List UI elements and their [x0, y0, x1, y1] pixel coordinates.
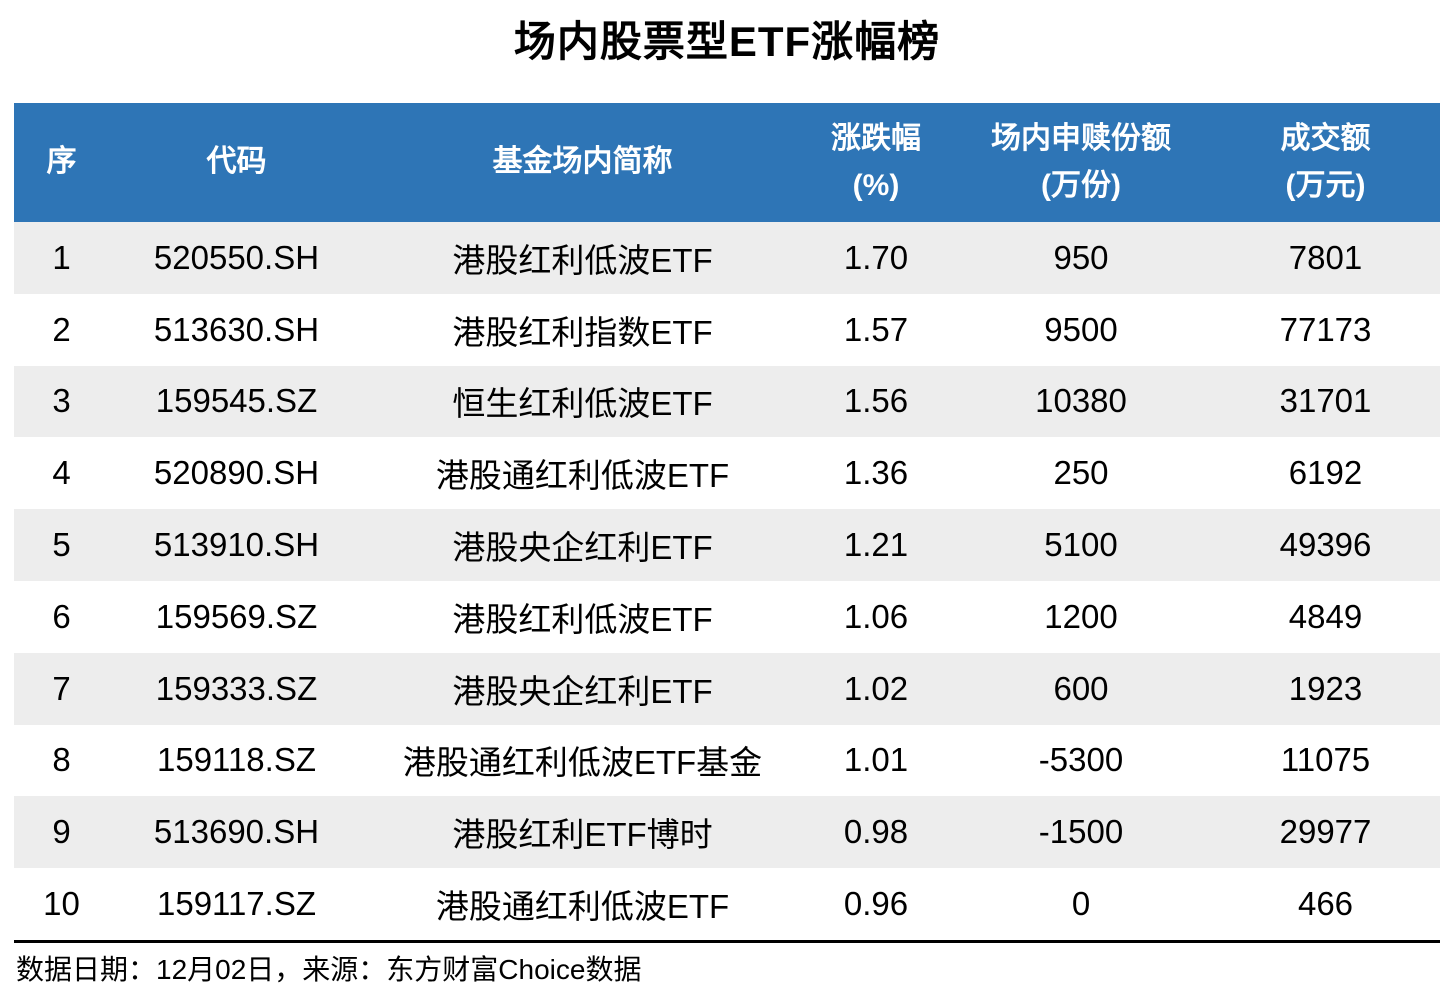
cell-fund-name: 港股红利ETF博时: [452, 816, 713, 854]
cell-fund-name: 港股红利低波ETF: [452, 600, 713, 638]
cell-turnover: 1923: [1288, 669, 1363, 707]
header-label: 场内申赎份额: [991, 122, 1171, 155]
header-label: 涨跌幅: [831, 122, 921, 155]
cell-subscription-shares: -1500: [1038, 813, 1124, 851]
header-change-pct: 涨跌幅 (%): [801, 103, 951, 222]
cell-code: 159118.SZ: [156, 741, 316, 779]
cell-change-pct: 1.70: [843, 238, 909, 276]
table-header-row: 序 代码 基金场内简称 涨跌幅 (%) 场内申赎份额 (万份) 成交额 (万元): [14, 103, 1440, 222]
header-label: 代码: [206, 145, 267, 179]
header-turnover: 成交额 (万元): [1211, 103, 1440, 222]
table-row: 3 159545.SZ 恒生红利低波ETF 1.56 10380 31701: [14, 365, 1440, 438]
table-row: 2 513630.SH 港股红利指数ETF 1.57 9500 77173: [14, 293, 1440, 366]
header-rank: 序: [14, 103, 109, 222]
cell-fund-name: 港股红利指数ETF: [452, 313, 713, 351]
cell-rank: 6: [52, 597, 71, 635]
table-row: 10 159117.SZ 港股通红利低波ETF 0.96 0 466: [14, 868, 1440, 940]
cell-turnover: 31701: [1279, 382, 1372, 420]
header-fund-name: 基金场内简称: [364, 103, 801, 222]
header-sublabel: (万份): [1041, 168, 1121, 202]
cell-code: 159333.SZ: [155, 669, 318, 707]
cell-turnover: 7801: [1288, 238, 1363, 276]
cell-change-pct: 1.57: [843, 310, 909, 348]
cell-subscription-shares: 9500: [1044, 310, 1118, 348]
cell-change-pct: 1.56: [843, 382, 909, 420]
table-row: 6 159569.SZ 港股红利低波ETF 1.06 1200 4849: [14, 580, 1440, 653]
cell-change-pct: 0.96: [843, 885, 909, 923]
cell-turnover: 11075: [1280, 741, 1371, 779]
header-code: 代码: [109, 103, 364, 222]
cell-subscription-shares: 0: [1071, 885, 1091, 923]
etf-ranking-table: 序 代码 基金场内简称 涨跌幅 (%) 场内申赎份额 (万份) 成交额 (万元) 1 …: [14, 103, 1440, 940]
cell-code: 159117.SZ: [156, 885, 316, 923]
cell-turnover: 4849: [1288, 597, 1363, 635]
table-row: 8 159118.SZ 港股通红利低波ETF基金 1.01 -5300 1107…: [14, 724, 1440, 797]
cell-turnover: 77173: [1279, 310, 1372, 348]
table-row: 1 520550.SH 港股红利低波ETF 1.70 950 7801: [14, 222, 1440, 294]
cell-turnover: 6192: [1288, 454, 1363, 492]
table-row: 7 159333.SZ 港股央企红利ETF 1.02 600 1923: [14, 652, 1440, 725]
cell-rank: 7: [52, 669, 71, 707]
cell-change-pct: 1.36: [843, 454, 909, 492]
cell-code: 159569.SZ: [155, 597, 318, 635]
header-subscription-shares: 场内申赎份额 (万份): [951, 103, 1211, 222]
cell-fund-name: 恒生红利低波ETF: [452, 385, 713, 423]
cell-rank: 5: [52, 526, 71, 564]
cell-change-pct: 1.01: [843, 741, 909, 779]
cell-rank: 8: [52, 741, 71, 779]
cell-rank: 9: [52, 813, 71, 851]
cell-code: 159545.SZ: [155, 382, 318, 420]
table-row: 5 513910.SH 港股央企红利ETF 1.21 5100 49396: [14, 509, 1440, 581]
cell-fund-name: 港股红利低波ETF: [452, 241, 713, 279]
table-row: 9 513690.SH 港股红利ETF博时 0.98 -1500 29977: [14, 796, 1440, 869]
cell-turnover: 49396: [1279, 526, 1372, 564]
header-label: 基金场内简称: [492, 145, 673, 179]
cell-subscription-shares: 250: [1053, 454, 1109, 492]
cell-code: 513630.SH: [153, 310, 320, 348]
cell-subscription-shares: 5100: [1044, 526, 1118, 564]
page-title: 场内股票型ETF涨幅榜: [513, 18, 941, 65]
cell-fund-name: 港股央企红利ETF: [452, 529, 713, 567]
cell-change-pct: 0.98: [843, 813, 909, 851]
cell-rank: 10: [43, 885, 80, 923]
cell-code: 513690.SH: [153, 813, 320, 851]
cell-rank: 2: [52, 310, 71, 348]
cell-rank: 4: [52, 454, 71, 492]
cell-subscription-shares: 950: [1053, 238, 1109, 276]
cell-fund-name: 港股通红利低波ETF: [435, 457, 730, 495]
cell-change-pct: 1.06: [843, 597, 909, 635]
cell-change-pct: 1.02: [843, 669, 909, 707]
cell-turnover: 29977: [1279, 813, 1372, 851]
cell-code: 513910.SH: [153, 526, 320, 564]
header-label: 成交额: [1280, 122, 1371, 155]
cell-subscription-shares: 1200: [1044, 597, 1118, 635]
header-label: 序: [46, 145, 77, 179]
cell-fund-name: 港股通红利低波ETF基金: [402, 744, 763, 782]
cell-code: 520890.SH: [153, 454, 320, 492]
cell-fund-name: 港股央企红利ETF: [452, 672, 713, 710]
cell-subscription-shares: 600: [1053, 669, 1109, 707]
footer-divider: [14, 940, 1440, 943]
header-sublabel: (万元): [1285, 168, 1366, 202]
cell-change-pct: 1.21: [843, 526, 909, 564]
cell-rank: 1: [52, 238, 71, 276]
cell-fund-name: 港股通红利低波ETF: [435, 888, 730, 926]
cell-rank: 3: [52, 382, 71, 420]
table-row: 4 520890.SH 港股通红利低波ETF 1.36 250 6192: [14, 437, 1440, 510]
data-source-note: 数据日期：12月02日，来源：东方财富Choice数据: [16, 954, 642, 985]
header-sublabel: (%): [852, 168, 900, 202]
cell-turnover: 466: [1297, 885, 1354, 923]
cell-subscription-shares: 10380: [1035, 382, 1127, 420]
cell-subscription-shares: -5300: [1038, 741, 1124, 779]
cell-code: 520550.SH: [153, 238, 320, 276]
